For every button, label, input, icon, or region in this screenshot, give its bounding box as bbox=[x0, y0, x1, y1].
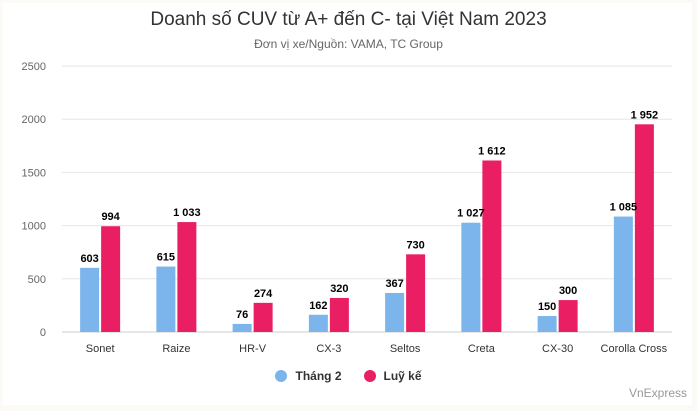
legend-label-thang-2: Tháng 2 bbox=[295, 369, 342, 383]
y-tick-label: 2500 bbox=[22, 61, 46, 73]
data-label: 1 085 bbox=[610, 202, 638, 214]
y-tick-label: 1000 bbox=[22, 221, 46, 233]
bar-thang-2[interactable] bbox=[156, 266, 176, 332]
chart-title: Doanh số CUV từ A+ đến C- tại Việt Nam 2… bbox=[150, 9, 547, 30]
data-label: 603 bbox=[80, 253, 98, 265]
legend-item-thang-2[interactable]: Tháng 2 bbox=[275, 369, 342, 383]
x-tick-label: CX-3 bbox=[316, 343, 341, 355]
y-tick-label: 2000 bbox=[22, 114, 46, 126]
bar-luy-ke[interactable] bbox=[101, 226, 121, 332]
data-label: 367 bbox=[385, 278, 403, 290]
gridlines bbox=[62, 65, 672, 333]
data-label: 615 bbox=[157, 252, 175, 264]
bar-thang-2[interactable] bbox=[385, 292, 405, 332]
bar-luy-ke[interactable] bbox=[406, 254, 426, 332]
x-tick-label: HR-V bbox=[239, 343, 267, 355]
data-label: 274 bbox=[254, 288, 273, 300]
legend-marker-luy-ke bbox=[363, 370, 376, 382]
y-tick-label: 0 bbox=[40, 327, 46, 339]
bar-luy-ke[interactable] bbox=[329, 297, 349, 332]
x-tick-label: Seltos bbox=[390, 343, 421, 355]
y-axis-ticks: 0 500 1000 1500 2000 2500 bbox=[22, 61, 46, 339]
bar-thang-2[interactable] bbox=[308, 314, 328, 332]
legend-marker-thang-2 bbox=[275, 370, 288, 382]
data-label: 76 bbox=[236, 309, 248, 321]
data-label: 150 bbox=[538, 301, 556, 313]
bar-luy-ke[interactable] bbox=[558, 300, 578, 332]
x-tick-label: Sonet bbox=[86, 343, 115, 355]
data-label: 300 bbox=[559, 285, 577, 297]
bar-thang-2[interactable] bbox=[613, 216, 633, 332]
bar-luy-ke[interactable] bbox=[482, 160, 502, 332]
data-label: 1 027 bbox=[457, 208, 485, 220]
data-label: 162 bbox=[309, 300, 327, 312]
bar-thang-2[interactable] bbox=[80, 267, 100, 332]
bar-luy-ke[interactable] bbox=[253, 302, 273, 332]
data-label: 1 952 bbox=[631, 109, 659, 121]
bar-luy-ke[interactable] bbox=[177, 222, 197, 332]
y-tick-label: 1500 bbox=[22, 167, 46, 179]
bar-luy-ke[interactable] bbox=[634, 124, 654, 333]
chart-subtitle: Đơn vị xe/Nguồn: VAMA, TC Group bbox=[254, 37, 443, 51]
chart-panel bbox=[3, 3, 692, 405]
bars bbox=[80, 124, 654, 333]
data-label: 994 bbox=[101, 211, 120, 223]
source-credit: VnExpress bbox=[628, 386, 687, 400]
x-axis-ticks: Sonet Raize HR-V CX-3 Seltos Creta CX-30 Coroll… bbox=[86, 343, 668, 355]
legend-label-luy-ke: Luỹ kế bbox=[383, 369, 422, 383]
data-label: 1 033 bbox=[173, 207, 201, 219]
bar-thang-2[interactable] bbox=[232, 323, 252, 332]
x-tick-label: Raize bbox=[162, 343, 190, 355]
bar-thang-2[interactable] bbox=[537, 316, 557, 332]
bar-thang-2[interactable] bbox=[461, 222, 481, 332]
x-tick-label: CX-30 bbox=[542, 343, 573, 355]
y-tick-label: 500 bbox=[28, 274, 46, 286]
data-label: 730 bbox=[406, 239, 424, 251]
x-tick-label: Creta bbox=[468, 343, 496, 355]
x-tick-label: Corolla Cross bbox=[601, 343, 668, 355]
data-label: 320 bbox=[330, 283, 348, 295]
legend: Tháng 2 Luỹ kế bbox=[0, 369, 697, 383]
legend-item-luy-ke[interactable]: Luỹ kế bbox=[363, 369, 422, 383]
data-label: 1 612 bbox=[478, 145, 506, 157]
